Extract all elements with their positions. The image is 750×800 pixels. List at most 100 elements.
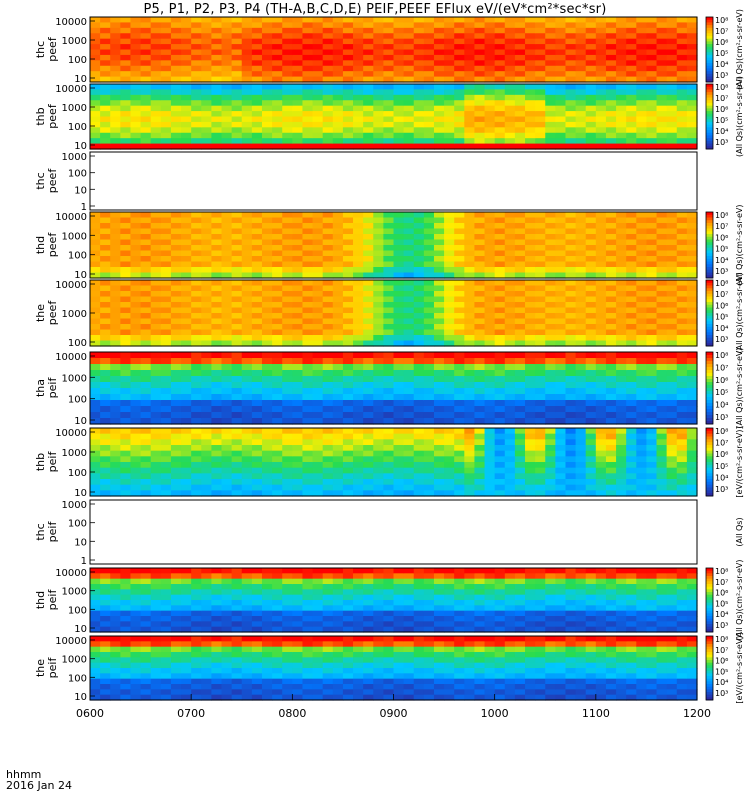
panel-the-peef: 10⁸ 10⁷ 10⁶ 10⁵ 10⁴ 10³ (All Qs)(cm²-s-sr-eV) (90, 273, 744, 354)
panel-label-probe: thb (34, 453, 47, 471)
panel-frame (89, 16, 698, 83)
panel-thd-peef: 10⁸ 10⁷ 10⁶ 10⁵ 10⁴ 10³ (All Qs)(cm²-s-sr-eV) (90, 205, 744, 286)
panel-label-probe: thc (34, 523, 47, 540)
colorbar-the-peef: 10⁸ 10⁷ 10⁶ 10⁵ 10⁴ 10³ (All Qs)(cm²-s-sr-eV) (705, 273, 744, 354)
colorbar-tick-label: 10⁶ (715, 376, 728, 385)
colorbar-tick-label: 10⁷ (715, 578, 728, 587)
colorbar-tick-label: 10³ (715, 335, 728, 344)
colorbar-tick-label: 10⁵ (715, 49, 728, 58)
y-tick-label: 10000 (55, 17, 87, 28)
y-tick-label: 10000 (55, 84, 87, 95)
y-tick-label: 10 (74, 692, 87, 703)
panel-label-probe: the (34, 304, 47, 322)
y-tick-label: 10 (74, 270, 87, 281)
chart-title: P5, P1, P2, P3, P4 (TH-A,B,C,D,E) PEIF,P… (143, 2, 607, 17)
colorbar-tick-label: 10⁵ (715, 599, 728, 608)
colorbar-unit-label: (All Qs)(cm²-s-sr-eV) (735, 273, 744, 354)
y-tick-label: 10 (74, 624, 87, 635)
colorbar-tick-label: 10⁵ (715, 245, 728, 254)
panel-label-probe: thd (34, 591, 47, 609)
panel-label-product: peef (46, 168, 59, 194)
panel-frame (89, 351, 698, 425)
colorbar-tick-label: 10⁸ (715, 211, 728, 220)
y-tick-label: 1000 (62, 500, 87, 511)
colorbar-unit-label: [eV/(cm²-s-sr-eV)] (735, 632, 744, 703)
colorbar-tick-label: 10⁵ (715, 313, 728, 322)
y-tick-label: 100 (68, 169, 87, 180)
colorbar-tick-label: 10⁸ (715, 351, 728, 360)
panel-label-product: peef (46, 232, 59, 258)
colorbar-tick-label: 10⁵ (715, 116, 728, 125)
y-tick-label: 1000 (62, 448, 87, 459)
colorbar-tick-label: 10⁶ (715, 233, 728, 242)
y-tick-label: 10000 (55, 280, 87, 291)
colorbar-unit-label: (All Qs)(cm²-s-sr-eV) (735, 76, 744, 157)
panel-thb-peif: 10⁸ 10⁷ 10⁶ 10⁵ 10⁴ 10³ [eV/(cm²-s-sr-eV)] (90, 426, 744, 498)
colorbar-tick-label: 10⁶ (715, 38, 728, 47)
colorbar-tick-label: 10⁴ (715, 256, 728, 265)
colorbar-tick-label: 10⁴ (715, 473, 728, 482)
y-tick-label: 100 (68, 519, 87, 530)
colorbar-tick-label: 10⁶ (715, 450, 728, 459)
y-tick-label: 1000 (62, 152, 87, 163)
panel-frame (89, 499, 698, 565)
panel-frame (89, 151, 698, 211)
colorbar-tick-label: 10⁶ (715, 589, 728, 598)
y-tick-label: 100 (68, 605, 87, 616)
y-tick-label: 10 (74, 488, 87, 499)
y-tick-label: 10000 (55, 352, 87, 363)
colorbar-tick-label: 10⁴ (715, 610, 728, 619)
colorbar-tick-label: 10³ (715, 267, 728, 276)
y-tick-label: 100 (68, 673, 87, 684)
y-tick-label: 100 (68, 251, 87, 262)
x-tick-label: 1200 (683, 707, 711, 720)
panel-label-product: peef (46, 103, 59, 129)
y-tick-label: 10 (74, 141, 87, 152)
colorbar-tick-label: 10⁸ (715, 83, 728, 92)
colorbar-tick-label: 10⁴ (715, 127, 728, 136)
colorbar-tick-label: 10⁶ (715, 301, 728, 310)
colorbar-tick-label: 10⁶ (715, 105, 728, 114)
colorbar-tick-label: 10⁵ (715, 388, 728, 397)
panel-label-product: peif (46, 521, 59, 543)
x-tick-label: 0600 (76, 707, 104, 720)
y-tick-label: 10 (74, 185, 87, 196)
y-tick-label: 100 (68, 122, 87, 133)
colorbar-unit-label: (All Qs) (735, 517, 744, 546)
panel-label-product: peif (46, 657, 59, 679)
panel-frame (89, 83, 698, 150)
colorbar-tick-label: 10⁸ (715, 567, 728, 576)
panel-label-product: peef (46, 300, 59, 326)
x-tick-label: 0700 (177, 707, 205, 720)
colorbar-thc-peef: 10⁸ 10⁷ 10⁶ 10⁵ 10⁴ 10³ (All Qs)(cm²-s-sr-eV) (705, 9, 744, 90)
panel-label-product: peif (46, 451, 59, 473)
panel-label-probe: the (34, 659, 47, 677)
panel-tha-peif: 10⁸ 10⁷ 10⁶ 10⁵ 10⁴ 10³ (All Qs)(cm²-s-sr-eV) (90, 348, 744, 428)
y-tick-label: 100 (68, 468, 87, 479)
panel-label-probe: thb (34, 107, 47, 125)
panel-thc-peef: 10⁸ 10⁷ 10⁶ 10⁵ 10⁴ 10³ (All Qs)(cm²-s-sr-eV) (90, 9, 744, 90)
colorbar-tick-label: 10³ (715, 485, 728, 494)
y-tick-label: 10000 (55, 636, 87, 647)
colorbar-tick-label: 10⁷ (715, 94, 728, 103)
colorbar-tick-label: 10⁵ (715, 667, 728, 676)
colorbar-unit-label: (All Qs)(cm²-s-sr-eV) (735, 205, 744, 286)
colorbar-tick-label: 10⁷ (715, 646, 728, 655)
colorbar-tha-peif: 10⁸ 10⁷ 10⁶ 10⁵ 10⁴ 10³ (All Qs)(cm²-s-sr-eV) (705, 348, 744, 428)
y-tick-label: 1000 (62, 231, 87, 242)
panel-label-product: peif (46, 377, 59, 399)
colorbar-tick-label: 10⁴ (715, 60, 728, 69)
colorbar-thd-peef: 10⁸ 10⁷ 10⁶ 10⁵ 10⁴ 10³ (All Qs)(cm²-s-sr-eV) (705, 205, 744, 286)
panel-label-probe: tha (34, 379, 47, 397)
y-tick-label: 1 (81, 556, 87, 567)
panel-frame (89, 567, 698, 633)
panel-label-probe: thc (34, 41, 47, 58)
y-tick-label: 1000 (62, 373, 87, 384)
colorbar-tick-label: 10⁵ (715, 462, 728, 471)
colorbar-tick-label: 10⁸ (715, 635, 728, 644)
colorbar-tick-label: 10⁶ (715, 657, 728, 666)
